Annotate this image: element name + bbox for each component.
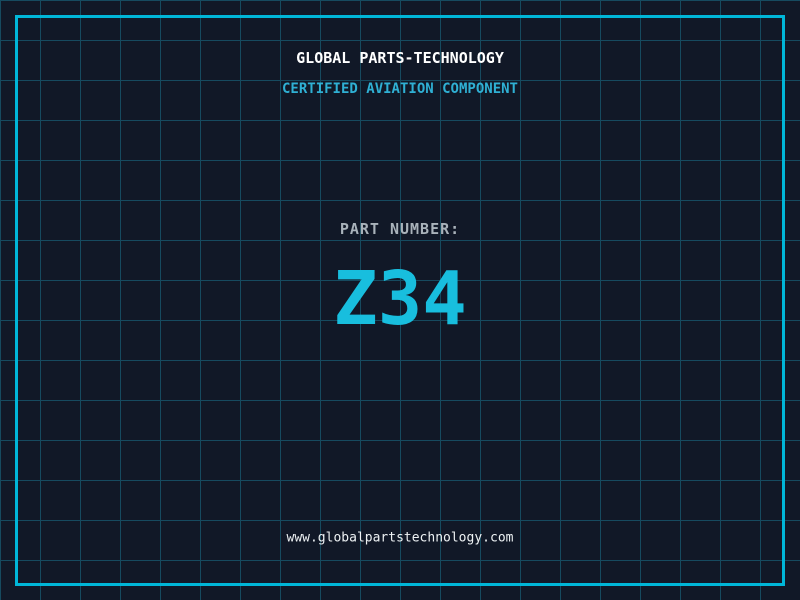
company-title: GLOBAL PARTS-TECHNOLOGY xyxy=(296,49,504,67)
border-frame xyxy=(15,15,785,586)
part-number-label: PART NUMBER: xyxy=(339,220,461,238)
certification-subtitle: CERTIFIED AVIATION COMPONENT xyxy=(281,81,518,97)
website-url: www.globalpartstechnology.com xyxy=(286,530,514,546)
part-number-value: Z34 xyxy=(333,256,467,342)
